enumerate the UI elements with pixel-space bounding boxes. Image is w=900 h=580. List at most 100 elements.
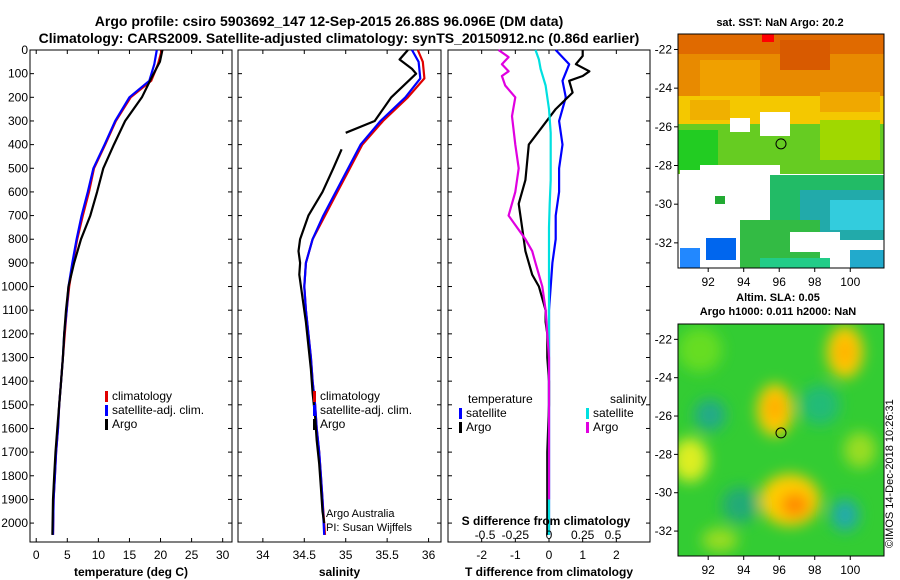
diff-legend-temperature-title: temperature xyxy=(468,392,533,406)
diff-top-xtick-label: 0.25 xyxy=(571,528,595,542)
map-ytick-label: -22 xyxy=(655,332,673,346)
depth-tick-label: 1700 xyxy=(1,445,28,459)
salinity-legend-swatch xyxy=(313,391,316,402)
depth-tick-label: 1300 xyxy=(1,351,28,365)
series-line-argo xyxy=(297,148,343,524)
sst-map-image xyxy=(678,34,884,268)
sst-map-ticks: 92 94 96 98 100 -22 -24 -26 -28 -30 -32 xyxy=(655,42,861,289)
copyright-stamp: ©IMOS 14-Dec-2018 10:26:31 xyxy=(884,399,896,548)
sla-map: Altim. SLA: 0.05 Argo h1000: 0.011 h2000… xyxy=(655,292,885,577)
temperature-legend-label: satellite-adj. clim. xyxy=(112,403,204,417)
map-xtick-label: 92 xyxy=(702,563,716,577)
map-ytick-label: -32 xyxy=(655,236,673,250)
difference-xtick-label: -1 xyxy=(510,548,521,562)
series-line-climatology xyxy=(51,49,163,535)
salinity-xtick-label: 35 xyxy=(339,548,353,562)
sst-map-title: sat. SST: NaN Argo: 20.2 xyxy=(716,17,843,29)
temperature-xtick-label: 10 xyxy=(92,548,106,562)
series-line-satellite-temperature- xyxy=(547,49,571,535)
salinity-legend-swatch xyxy=(313,419,316,430)
depth-tick-label: 1600 xyxy=(1,421,28,435)
map-xtick-label: 96 xyxy=(773,275,787,289)
depth-tick-label: 100 xyxy=(8,67,28,81)
difference-xtick-label: 0 xyxy=(546,548,553,562)
temperature-xlabel: temperature (deg C) xyxy=(74,565,188,579)
map-ytick-label: -30 xyxy=(655,486,673,500)
temperature-xtick-label: 5 xyxy=(64,548,71,562)
credit-line1: Argo Australia xyxy=(326,508,395,520)
map-xtick-label: 98 xyxy=(808,275,822,289)
diff-legend-label: Argo xyxy=(593,420,619,434)
depth-tick-label: 400 xyxy=(8,138,28,152)
salinity-xtick-label: 36 xyxy=(422,548,436,562)
salinity-xtick-label: 34 xyxy=(256,548,270,562)
depth-tick-label: 1900 xyxy=(1,492,28,506)
series-line-argo xyxy=(51,49,164,535)
series-line-argo-salinity- xyxy=(497,49,551,500)
difference-xtick-label: 1 xyxy=(579,548,586,562)
depth-tick-label: 1200 xyxy=(1,327,28,341)
difference-panel: -2 -1 0 1 2 T difference from climatology temp… xyxy=(447,49,651,579)
temperature-panel: 0100200300400500600700800900100011001200… xyxy=(1,43,233,579)
map-ytick-label: -32 xyxy=(655,524,673,538)
depth-tick-label: 700 xyxy=(8,209,28,223)
diff-legend-label: Argo xyxy=(466,420,492,434)
figure-title-line2: Climatology: CARS2009. Satellite-adjuste… xyxy=(39,30,640,46)
depth-tick-label: 0 xyxy=(21,43,28,57)
temperature-xtick-label: 15 xyxy=(123,548,137,562)
diff-legend-salinity-title: salinity xyxy=(610,392,647,406)
depth-tick-label: 500 xyxy=(8,161,28,175)
map-xtick-label: 96 xyxy=(773,563,787,577)
depth-tick-label: 1400 xyxy=(1,374,28,388)
depth-tick-label: 600 xyxy=(8,185,28,199)
series-line-argo-upper- xyxy=(345,49,418,134)
depth-tick-label: 1000 xyxy=(1,280,28,294)
diff-top-xtick-label: -0.5 xyxy=(475,528,496,542)
salinity-legend-swatch xyxy=(313,405,316,416)
figure-title-line1: Argo profile: csiro 5903692_147 12-Sep-2… xyxy=(95,13,563,29)
sla-map-title-line1: Altim. SLA: 0.05 xyxy=(736,292,820,304)
difference-xlabel: T difference from climatology xyxy=(465,565,633,579)
map-ytick-label: -26 xyxy=(655,120,673,134)
sla-map-frame xyxy=(677,323,885,557)
temperature-legend-label: Argo xyxy=(112,417,138,431)
sst-map: sat. SST: NaN Argo: 20.2 xyxy=(655,17,885,289)
depth-tick-label: 300 xyxy=(8,114,28,128)
temperature-xtick-label: 30 xyxy=(216,548,230,562)
temperature-legend-swatch xyxy=(105,419,108,430)
map-ytick-label: -28 xyxy=(655,447,673,461)
difference-xtick-label: -2 xyxy=(476,548,487,562)
map-xtick-label: 98 xyxy=(808,563,822,577)
diff-legend-swatch xyxy=(459,408,462,419)
credit-line2: PI: Susan Wijffels xyxy=(326,522,412,534)
salinity-panel: 34 34.5 35 35.5 36 salinity climatologysatelli… xyxy=(237,49,442,579)
diff-legend-swatch xyxy=(459,422,462,433)
diff-top-xlabel: S difference from climatology xyxy=(462,514,631,528)
diff-top-xtick-label: -0.25 xyxy=(502,528,530,542)
salinity-legend-label: climatology xyxy=(320,389,380,403)
sst-map-frame xyxy=(677,33,885,269)
sla-map-title-line2: Argo h1000: 0.011 h2000: NaN xyxy=(700,306,857,318)
map-ytick-label: -28 xyxy=(655,159,673,173)
series-line-climatology xyxy=(303,49,426,535)
salinity-xtick-label: 35.5 xyxy=(375,548,399,562)
temperature-legend-label: climatology xyxy=(112,389,172,403)
difference-xtick-label: 2 xyxy=(613,548,620,562)
map-ytick-label: -30 xyxy=(655,197,673,211)
temperature-xtick-label: 25 xyxy=(185,548,199,562)
sla-map-image xyxy=(678,324,884,556)
series-line-satellite-adj-clim- xyxy=(303,49,422,535)
series-line-argo-temperature- xyxy=(517,50,591,535)
temperature-xtick-label: 0 xyxy=(33,548,40,562)
salinity-xlabel: salinity xyxy=(319,565,361,579)
map-xtick-label: 92 xyxy=(702,275,716,289)
salinity-xtick-label: 34.5 xyxy=(293,548,317,562)
sla-argo-location-marker xyxy=(775,427,787,439)
salinity-legend-label: Argo xyxy=(320,417,346,431)
map-ytick-label: -24 xyxy=(655,371,673,385)
depth-tick-label: 200 xyxy=(8,90,28,104)
salinity-legend-label: satellite-adj. clim. xyxy=(320,403,412,417)
temperature-legend-swatch xyxy=(105,391,108,402)
map-ytick-label: -26 xyxy=(655,409,673,423)
depth-tick-label: 1800 xyxy=(1,469,28,483)
